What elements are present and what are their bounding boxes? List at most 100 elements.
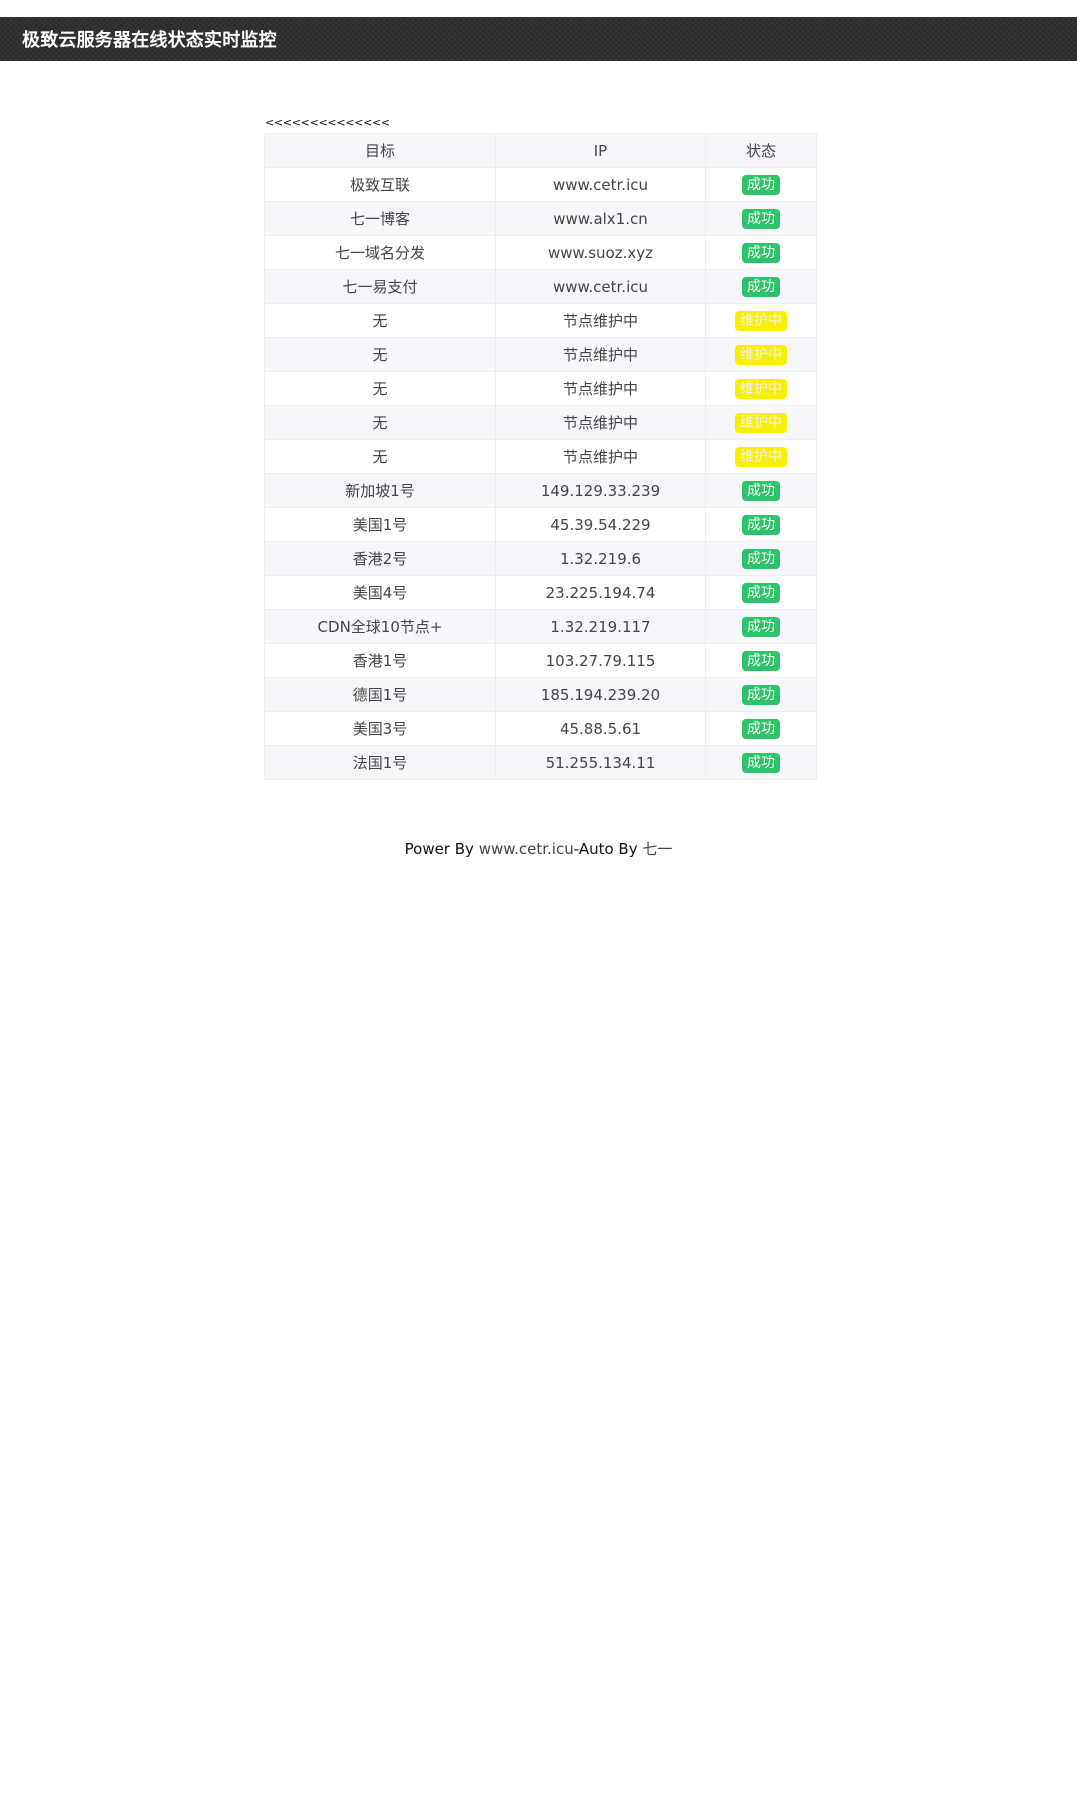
table-row: 法国1号 51.255.134.11 成功 <box>264 745 817 780</box>
status-cell: 维护中 <box>705 405 817 440</box>
status-badge-maintenance: 维护中 <box>735 446 787 467</box>
status-cell: 成功 <box>705 235 817 270</box>
target-cell: 美国4号 <box>264 575 496 610</box>
target-cell: 无 <box>264 337 496 372</box>
target-cell: 香港2号 <box>264 541 496 576</box>
status-badge-success: 成功 <box>742 242 780 263</box>
status-badge-success: 成功 <box>742 514 780 535</box>
status-badge-success: 成功 <box>742 718 780 739</box>
table-row: 香港1号 103.27.79.115 成功 <box>264 643 817 678</box>
ip-cell: 185.194.239.20 <box>495 677 706 712</box>
ip-cell: 45.88.5.61 <box>495 711 706 746</box>
table-row: 香港2号 1.32.219.6 成功 <box>264 541 817 576</box>
status-badge-success: 成功 <box>742 650 780 671</box>
target-cell: 无 <box>264 303 496 338</box>
column-header-ip: IP <box>495 133 706 168</box>
status-cell: 成功 <box>705 167 817 202</box>
target-cell: 无 <box>264 439 496 474</box>
table-row: 七一域名分发 www.suoz.xyz 成功 <box>264 235 817 270</box>
status-table: 目标 IP 状态 极致互联 www.cetr.icu 成功 七一博客 www.alx1.… <box>264 133 817 780</box>
footer-author-link[interactable]: 七一 <box>642 840 673 858</box>
ip-cell: 节点维护中 <box>495 405 706 440</box>
table-row: 七一易支付 www.cetr.icu 成功 <box>264 269 817 304</box>
table-row: 无节点维护中 维护中 <box>264 439 817 474</box>
status-cell: 维护中 <box>705 439 817 474</box>
page-title: 极致云服务器在线状态实时监控 <box>22 30 277 51</box>
status-badge-success: 成功 <box>742 276 780 297</box>
ip-cell: 节点维护中 <box>495 337 706 372</box>
target-cell: 无 <box>264 371 496 406</box>
status-cell: 成功 <box>705 473 817 508</box>
target-cell: 香港1号 <box>264 643 496 678</box>
table-row: 美国1号 45.39.54.229 成功 <box>264 507 817 542</box>
table-row: 无节点维护中 维护中 <box>264 405 817 440</box>
column-header-status: 状态 <box>705 133 817 168</box>
ip-cell: 103.27.79.115 <box>495 643 706 678</box>
ip-cell: www.cetr.icu <box>495 167 706 202</box>
status-cell: 维护中 <box>705 337 817 372</box>
status-cell: 维护中 <box>705 303 817 338</box>
status-cell: 成功 <box>705 643 817 678</box>
ip-cell: 1.32.219.6 <box>495 541 706 576</box>
status-badge-success: 成功 <box>742 684 780 705</box>
target-cell: 七一域名分发 <box>264 235 496 270</box>
status-cell: 成功 <box>705 507 817 542</box>
table-row: 无节点维护中 维护中 <box>264 303 817 338</box>
status-cell: 成功 <box>705 269 817 304</box>
ip-cell: www.alx1.cn <box>495 201 706 236</box>
status-cell: 成功 <box>705 575 817 610</box>
status-badge-maintenance: 维护中 <box>735 310 787 331</box>
status-badge-maintenance: 维护中 <box>735 344 787 365</box>
status-badge-success: 成功 <box>742 480 780 501</box>
table-row: 美国3号 45.88.5.61 成功 <box>264 711 817 746</box>
target-cell: 七一博客 <box>264 201 496 236</box>
status-cell: 成功 <box>705 609 817 644</box>
ip-cell: 1.32.219.117 <box>495 609 706 644</box>
status-cell: 成功 <box>705 745 817 780</box>
ip-cell: 23.225.194.74 <box>495 575 706 610</box>
status-badge-maintenance: 维护中 <box>735 412 787 433</box>
ip-cell: 节点维护中 <box>495 303 706 338</box>
table-row: 极致互联 www.cetr.icu 成功 <box>264 167 817 202</box>
ip-cell: www.cetr.icu <box>495 269 706 304</box>
target-cell: CDN全球10节点+ <box>264 609 496 644</box>
column-header-target: 目标 <box>264 133 496 168</box>
target-cell: 美国1号 <box>264 507 496 542</box>
status-table-container: 目标 IP 状态 极致互联 www.cetr.icu 成功 七一博客 www.alx1.… <box>264 133 817 780</box>
target-cell: 法国1号 <box>264 745 496 780</box>
target-cell: 极致互联 <box>264 167 496 202</box>
status-badge-success: 成功 <box>742 752 780 773</box>
target-cell: 七一易支付 <box>264 269 496 304</box>
table-row: 无节点维护中 维护中 <box>264 371 817 406</box>
footer-site-link[interactable]: www.cetr.icu <box>478 840 574 858</box>
table-header-row: 目标 IP 状态 <box>264 133 817 168</box>
ip-cell: www.suoz.xyz <box>495 235 706 270</box>
status-cell: 成功 <box>705 711 817 746</box>
ip-cell: 51.255.134.11 <box>495 745 706 780</box>
status-cell: 成功 <box>705 677 817 712</box>
status-cell: 成功 <box>705 201 817 236</box>
table-row: 无节点维护中 维护中 <box>264 337 817 372</box>
ip-cell: 节点维护中 <box>495 371 706 406</box>
table-row: CDN全球10节点+ 1.32.219.117 成功 <box>264 609 817 644</box>
ip-cell: 节点维护中 <box>495 439 706 474</box>
ip-cell: 149.129.33.239 <box>495 473 706 508</box>
footer-auto-by: -Auto By <box>573 840 643 858</box>
table-body: 极致互联 www.cetr.icu 成功 七一博客 www.alx1.cn 成功 七一域名分… <box>264 167 817 780</box>
status-cell: 成功 <box>705 541 817 576</box>
table-row: 美国4号 23.225.194.74 成功 <box>264 575 817 610</box>
status-cell: 维护中 <box>705 371 817 406</box>
footer-power-by: Power By <box>404 840 479 858</box>
status-badge-success: 成功 <box>742 582 780 603</box>
table-row: 德国1号 185.194.239.20 成功 <box>264 677 817 712</box>
status-badge-success: 成功 <box>742 208 780 229</box>
top-strip <box>0 0 1077 17</box>
status-badge-maintenance: 维护中 <box>735 378 787 399</box>
target-cell: 美国3号 <box>264 711 496 746</box>
back-link[interactable]: <<<<<<<<<<<<<< <box>265 116 390 129</box>
status-badge-success: 成功 <box>742 548 780 569</box>
table-row: 新加坡1号 149.129.33.239 成功 <box>264 473 817 508</box>
status-badge-success: 成功 <box>742 174 780 195</box>
target-cell: 无 <box>264 405 496 440</box>
status-badge-success: 成功 <box>742 616 780 637</box>
